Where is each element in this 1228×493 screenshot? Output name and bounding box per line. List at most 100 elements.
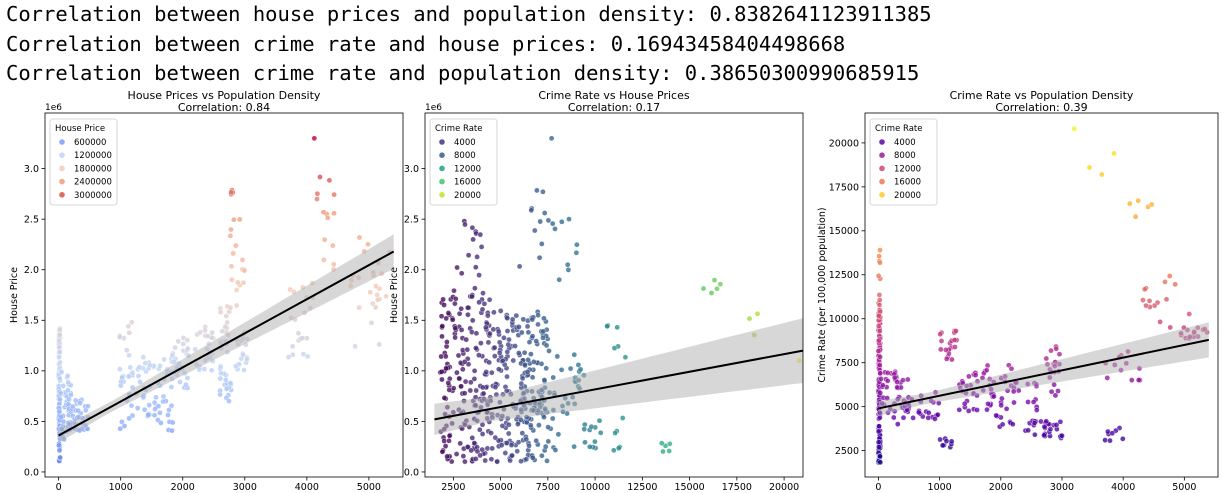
legend-marker [439,165,445,172]
data-point [356,234,363,241]
data-point [905,376,911,383]
confidence-band [434,318,803,436]
data-point [937,436,943,443]
data-point [464,304,471,311]
data-point [299,335,306,341]
data-point [452,334,458,341]
chart-subtitle: Correlation: 0.17 [568,101,660,114]
legend-marker [879,192,885,198]
data-point [476,426,483,433]
data-point [529,374,536,381]
data-point [462,221,468,228]
data-point [1146,298,1153,304]
data-point [891,414,897,421]
data-point [439,323,446,329]
data-point [492,434,499,441]
data-point [552,447,559,453]
data-point [457,440,464,447]
data-point [153,394,159,401]
data-point [876,337,882,344]
y-tick-label: 2.5 [404,215,419,226]
data-point [943,438,950,444]
legend-marker [59,192,65,198]
data-point [209,329,215,336]
y-axis-label: House Price [9,267,20,323]
data-point [1008,365,1015,372]
data-point [1157,319,1163,325]
data-point [314,190,321,197]
data-point [615,445,622,452]
data-point [118,382,124,389]
data-point [331,191,337,198]
data-point [518,416,524,423]
data-point [571,443,577,450]
data-point [999,395,1005,402]
data-point [453,451,460,457]
data-point [1010,421,1016,428]
data-point [494,458,500,465]
data-point [227,380,234,386]
data-point [541,414,547,421]
legend-marker [59,139,65,145]
data-point [230,250,236,257]
data-point [321,236,328,243]
data-point [85,403,91,410]
data-point [708,290,715,296]
data-point [57,349,63,355]
data-point [56,442,62,449]
data-point [462,378,469,385]
data-point [1099,171,1105,178]
y-tick-label: 1.5 [24,316,39,327]
legend-label: 2400000 [74,178,112,188]
data-point [208,367,215,374]
data-point [491,344,498,351]
legend-title: Crime Rate [875,124,923,134]
data-point [943,356,950,362]
data-point [184,337,191,343]
data-point [566,216,572,222]
data-point [468,447,475,454]
data-point [233,287,240,293]
data-point [168,402,175,409]
data-point [227,232,234,239]
data-point [505,430,512,437]
data-point [169,419,176,426]
data-point [483,324,489,331]
data-point [228,189,234,196]
data-point [528,207,535,214]
y-tick-label: 3.0 [24,164,39,175]
data-point [876,253,883,260]
data-point [458,305,465,312]
data-point [317,174,323,180]
data-point [499,357,506,364]
data-point [894,384,900,391]
data-point [622,354,629,361]
output-line: Correlation between house prices and pop… [6,2,932,26]
data-point [383,293,389,300]
data-point [223,386,230,392]
data-point [469,293,475,300]
legend: Crime Rate 4000 8000 12000 16000 20000 [869,118,938,206]
data-point [490,326,497,333]
data-point [374,296,381,303]
chart-subtitle: Correlation: 0.39 [995,101,1087,114]
data-point [376,341,383,348]
data-point [876,302,883,308]
data-point [509,452,515,459]
data-point [126,352,132,359]
data-point [478,340,484,346]
data-point [180,341,186,347]
data-point [894,379,901,385]
data-point [1057,418,1064,425]
data-point [142,360,149,366]
data-point [289,351,296,358]
y-tick-label: 0.5 [24,417,39,428]
data-point [222,323,229,330]
data-point [537,218,544,225]
legend-label: 20000 [454,191,481,201]
data-point [554,353,561,360]
data-point [484,445,491,452]
data-point [454,369,460,376]
data-point [499,423,506,429]
data-point [1043,418,1050,425]
